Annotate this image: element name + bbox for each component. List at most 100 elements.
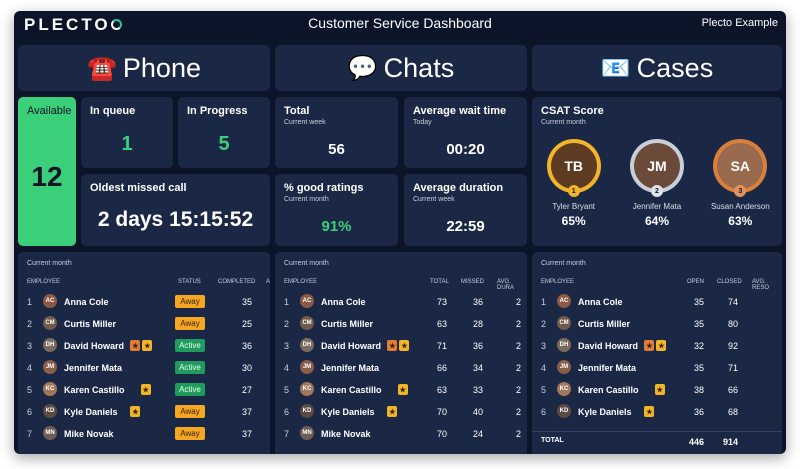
csat-person-name: Tyler Bryant — [552, 202, 595, 211]
avatar: DH — [43, 338, 57, 352]
employee-name[interactable]: Karen Castillo — [578, 385, 639, 395]
table-row[interactable]: 3 DH David Howard ★ ★ 71 36 2 — [275, 335, 527, 356]
missed-count: 34 — [472, 363, 483, 373]
table-row[interactable]: 2 CM Curtis Miller Away 25 — [18, 313, 270, 334]
missed-count: 36 — [472, 297, 483, 307]
column-header[interactable]: COMPLETED — [218, 279, 256, 285]
employee-name[interactable]: Karen Castillo — [64, 385, 125, 395]
row-rank: 3 — [284, 341, 290, 351]
csat-score-tile[interactable]: CSAT Score Current month TB 1 Tyler Brya… — [532, 97, 782, 246]
table-row[interactable]: 5 KC Karen Castillo ★ Active 27 — [18, 379, 270, 400]
avg-duration-value: 22:59 — [446, 218, 485, 235]
column-header[interactable]: EMPLOYEE — [284, 279, 318, 285]
csat-person-score: 65% — [561, 214, 586, 228]
achievement-badge-icon: ★ — [387, 406, 398, 417]
employee-name[interactable]: Jennifer Mata — [64, 363, 123, 373]
closed-count: 68 — [727, 407, 738, 417]
employee-name[interactable]: Anna Cole — [321, 297, 366, 307]
avg-duration-tile[interactable]: Average duration Current week 22:59 — [404, 174, 527, 246]
row-rank: 6 — [284, 407, 290, 417]
available-tile[interactable]: Available 12 — [18, 97, 76, 246]
in-queue-label: In queue — [90, 105, 136, 117]
column-header[interactable]: STATUS — [178, 279, 201, 285]
csat-person-score: 63% — [728, 214, 753, 228]
table-row[interactable]: 4 JM Jennifer Mata Active 30 — [18, 357, 270, 378]
good-ratings-tile[interactable]: % good ratings Current month 91% — [275, 174, 398, 246]
employee-name[interactable]: Karen Castillo — [321, 385, 382, 395]
row-rank: 6 — [27, 407, 33, 417]
employee-name[interactable]: Kyle Daniels — [321, 407, 375, 417]
employee-name[interactable]: Kyle Daniels — [578, 407, 632, 417]
employee-name[interactable]: Curtis Miller — [321, 319, 374, 329]
table-row[interactable]: 6 KD Kyle Daniels ★ Away 37 — [18, 401, 270, 422]
status-badge: Away — [175, 405, 205, 418]
table-row[interactable]: 2 CM Curtis Miller 63 28 2 — [275, 313, 527, 334]
closed-count: 74 — [727, 297, 738, 307]
employee-name[interactable]: Jennifer Mata — [578, 363, 637, 373]
employee-name[interactable]: Mike Novak — [64, 429, 114, 439]
column-header[interactable]: TOTAL — [430, 279, 449, 285]
column-header[interactable]: MISSED — [461, 279, 485, 285]
employee-name[interactable]: Curtis Miller — [578, 319, 631, 329]
table-row[interactable]: 6 KD Kyle Daniels ★ 70 40 2 — [275, 401, 527, 422]
chats-total-period: Current week — [284, 119, 326, 126]
missed-count: 36 — [472, 341, 483, 351]
table-row[interactable]: 3 DH David Howard ★ ★ Active 36 — [18, 335, 270, 356]
row-rank: 5 — [284, 385, 290, 395]
table-header: EMPLOYEE STATUS COMPLETED A — [18, 277, 270, 289]
column-header[interactable]: EMPLOYEE — [541, 279, 575, 285]
employee-name[interactable]: David Howard — [64, 341, 125, 351]
employee-name[interactable]: Kyle Daniels — [64, 407, 118, 417]
avatar: KD — [557, 404, 571, 418]
employee-name[interactable]: David Howard — [578, 341, 639, 351]
avg-wait-tile[interactable]: Average wait time Today 00:20 — [404, 97, 527, 168]
table-row[interactable]: 4 JM Jennifer Mata 66 34 2 — [275, 357, 527, 378]
rank-badge: 2 — [650, 185, 663, 197]
in-queue-tile[interactable]: In queue 1 — [81, 97, 173, 168]
column-header[interactable]: AVG. DURA — [497, 279, 515, 291]
employee-name[interactable]: Anna Cole — [64, 297, 109, 307]
table-row[interactable]: 7 MN Mike Novak 70 24 2 — [275, 423, 527, 444]
row-rank: 2 — [541, 319, 547, 329]
table-row[interactable]: 3 DH David Howard ★ ★ 32 92 — [532, 335, 782, 356]
column-header[interactable]: OPEN — [687, 279, 705, 285]
closed-count: 66 — [727, 385, 738, 395]
table-row[interactable]: 4 JM Jennifer Mata 35 71 — [532, 357, 782, 378]
row-rank: 5 — [27, 385, 33, 395]
table-row[interactable]: 6 KD Kyle Daniels ★ 36 68 — [532, 401, 782, 422]
cases-section-title: Cases — [636, 52, 714, 83]
table-period: Current month — [541, 260, 586, 267]
table-row[interactable]: 1 AC Anna Cole 35 74 — [532, 291, 782, 312]
csat-person[interactable]: SA 3 Susan Anderson 63% — [705, 139, 775, 228]
table-row[interactable]: 1 AC Anna Cole Away 35 — [18, 291, 270, 312]
column-header[interactable]: A — [266, 279, 270, 285]
chats-employee-table: Current month EMPLOYEE TOTAL MISSED AVG.… — [275, 252, 527, 454]
avatar: KD — [300, 404, 314, 418]
table-row[interactable]: 5 KC Karen Castillo ★ 38 66 — [532, 379, 782, 400]
employee-name[interactable]: David Howard — [321, 341, 382, 351]
row-rank: 1 — [27, 297, 33, 307]
employee-name[interactable]: Curtis Miller — [64, 319, 117, 329]
table-row[interactable]: 1 AC Anna Cole 73 36 2 — [275, 291, 527, 312]
employee-name[interactable]: Jennifer Mata — [321, 363, 380, 373]
oldest-missed-call-tile[interactable]: Oldest missed call 2 days 15:15:52 — [81, 174, 270, 246]
table-row[interactable]: 5 KC Karen Castillo ★ 63 33 2 — [275, 379, 527, 400]
csat-person[interactable]: TB 1 Tyler Bryant 65% — [539, 139, 609, 228]
rank-badge: 3 — [734, 185, 747, 197]
avg-duration-period: Current week — [413, 196, 455, 203]
status-badge: Active — [175, 339, 205, 352]
employee-name[interactable]: Anna Cole — [578, 297, 623, 307]
column-header[interactable]: EMPLOYEE — [27, 279, 61, 285]
in-progress-label: In Progress — [187, 105, 248, 117]
column-header[interactable]: CLOSED — [717, 279, 742, 285]
csat-person[interactable]: JM 2 Jennifer Mata 64% — [622, 139, 692, 228]
employee-name[interactable]: Mike Novak — [321, 429, 371, 439]
chats-total-tile[interactable]: Total Current week 56 — [275, 97, 398, 168]
in-progress-tile[interactable]: In Progress 5 — [178, 97, 270, 168]
column-header[interactable]: AVG. RESO — [752, 279, 770, 291]
avg-duration: 2 — [515, 429, 521, 439]
table-row[interactable]: 7 MN Mike Novak Away 37 — [18, 423, 270, 444]
avatar: AC — [300, 294, 314, 308]
avg-wait-period: Today — [413, 119, 432, 126]
table-row[interactable]: 2 CM Curtis Miller 35 80 — [532, 313, 782, 334]
